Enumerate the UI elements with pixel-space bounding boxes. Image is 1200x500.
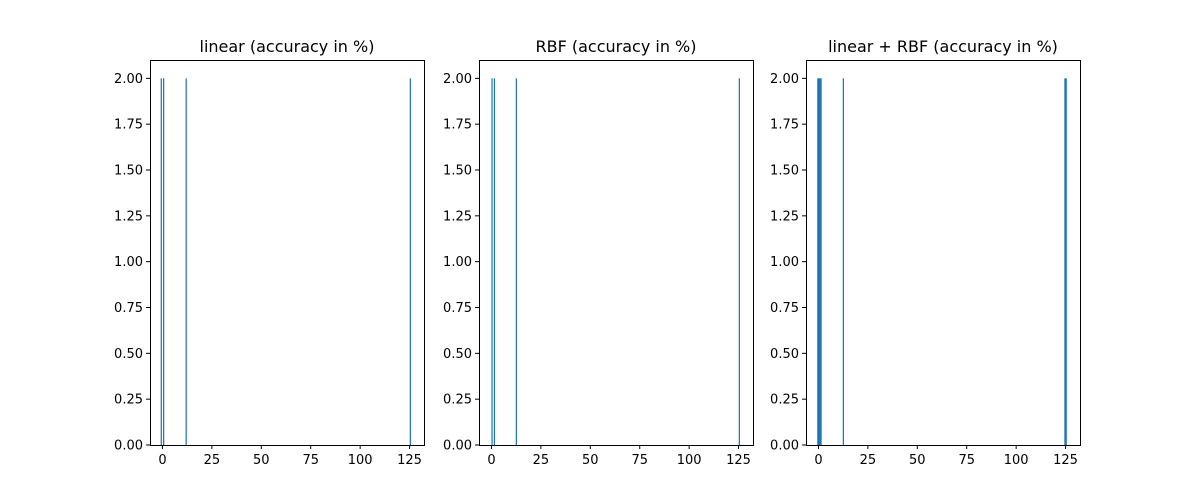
x-tick-label: 75 xyxy=(631,453,648,468)
bar xyxy=(493,78,496,445)
bar xyxy=(160,78,162,445)
subplot-title: RBF (accuracy in %) xyxy=(535,37,696,56)
subplot-title: linear + RBF (accuracy in %) xyxy=(828,37,1058,56)
y-tick-label: 1.50 xyxy=(770,164,799,179)
subplot-linear: linear (accuracy in %) 0 25 50 75 100 125 0.00… xyxy=(114,37,425,468)
subplot-rbf: RBF (accuracy in %) 0 25 50 75 100 125 0.00 0.2… xyxy=(443,37,754,468)
y-tick-label: 0.25 xyxy=(114,393,143,408)
x-tick-label: 50 xyxy=(909,453,926,468)
bar xyxy=(185,78,187,445)
bar xyxy=(409,78,411,445)
y-tick-label: 2.00 xyxy=(770,72,799,87)
bar xyxy=(491,78,493,445)
bar xyxy=(738,78,740,445)
bar xyxy=(515,78,517,445)
x-tick-label: 125 xyxy=(397,453,422,468)
y-tick-label: 0.25 xyxy=(443,393,472,408)
x-tick-label: 75 xyxy=(958,453,975,468)
y-tick-label: 0.75 xyxy=(770,301,799,316)
x-tick-label: 125 xyxy=(726,453,751,468)
y-tick-label: 0.00 xyxy=(443,439,472,454)
x-tick-label: 50 xyxy=(253,453,270,468)
y-tick-label: 0.00 xyxy=(770,439,799,454)
y-tick-label: 0.00 xyxy=(114,439,143,454)
y-tick-label: 1.75 xyxy=(770,118,799,133)
y-tick-label: 0.50 xyxy=(443,347,472,362)
x-tick-label: 125 xyxy=(1053,453,1078,468)
x-tick-label: 75 xyxy=(302,453,319,468)
y-tick-label: 2.00 xyxy=(443,72,472,87)
x-tick-label: 25 xyxy=(204,453,221,468)
x-tick-label: 100 xyxy=(1004,453,1029,468)
x-tick-label: 0 xyxy=(158,453,166,468)
y-tick-label: 1.00 xyxy=(770,255,799,270)
y-tick-label: 1.25 xyxy=(114,209,143,224)
bar xyxy=(163,78,165,445)
y-tick-label: 0.50 xyxy=(770,347,799,362)
y-tick-label: 1.50 xyxy=(114,164,143,179)
x-tick-label: 50 xyxy=(582,453,599,468)
y-tick-label: 0.50 xyxy=(114,347,143,362)
y-tick-label: 2.00 xyxy=(114,72,143,87)
x-tick-label: 25 xyxy=(860,453,877,468)
y-tick-label: 0.75 xyxy=(443,301,472,316)
axes-frame xyxy=(150,60,425,446)
y-tick-label: 1.25 xyxy=(770,209,799,224)
bar xyxy=(1064,78,1067,445)
x-tick-label: 0 xyxy=(487,453,495,468)
y-tick-label: 1.25 xyxy=(443,209,472,224)
x-tick-label: 100 xyxy=(348,453,373,468)
axes-frame xyxy=(479,60,754,446)
y-tick-label: 1.00 xyxy=(114,255,143,270)
bar xyxy=(817,78,820,445)
x-tick-label: 100 xyxy=(677,453,702,468)
y-tick-label: 1.75 xyxy=(443,118,472,133)
subplot-linear-plus-rbf: linear + RBF (accuracy in %) 0 25 50 75 100 1… xyxy=(770,37,1081,468)
bar xyxy=(842,78,844,445)
subplot-title: linear (accuracy in %) xyxy=(200,37,375,56)
axes-frame xyxy=(806,60,1081,446)
y-tick-label: 1.50 xyxy=(443,164,472,179)
y-tick-label: 0.25 xyxy=(770,393,799,408)
y-tick-label: 1.75 xyxy=(114,118,143,133)
x-tick-label: 0 xyxy=(814,453,822,468)
bar xyxy=(819,78,822,445)
y-tick-label: 0.75 xyxy=(114,301,143,316)
x-tick-label: 25 xyxy=(533,453,550,468)
y-tick-label: 1.00 xyxy=(443,255,472,270)
